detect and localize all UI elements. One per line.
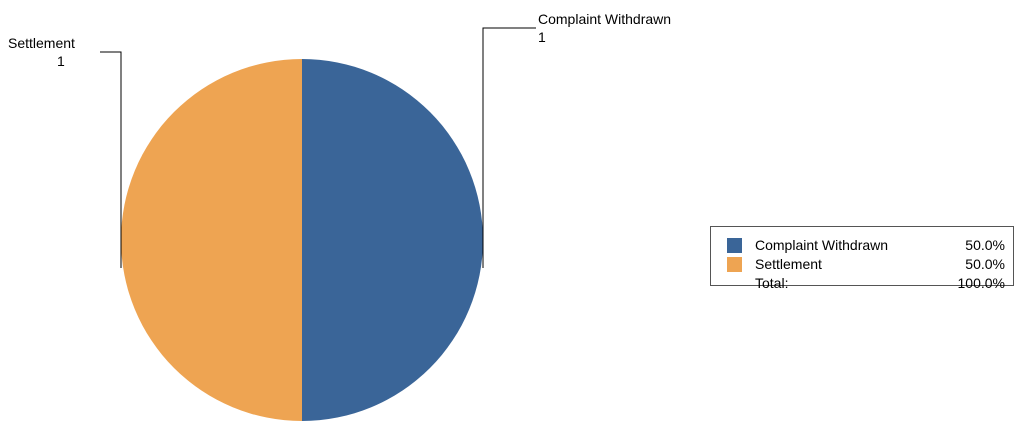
slice-label-settlement-value: 1 bbox=[57, 53, 65, 69]
leader-line-settlement bbox=[100, 51, 122, 268]
legend-percent: 50.0% bbox=[965, 237, 1005, 253]
pie-slice-complaint-withdrawn bbox=[302, 59, 483, 421]
legend-percent: 50.0% bbox=[965, 256, 1005, 272]
legend-item-complaint-withdrawn: Complaint Withdrawn 50.0% bbox=[711, 236, 1013, 255]
pie-slices bbox=[121, 59, 483, 421]
leader-line-complaint-withdrawn bbox=[482, 27, 536, 268]
slice-label-complaint-withdrawn-value: 1 bbox=[538, 29, 546, 45]
legend-swatch-settlement bbox=[727, 257, 742, 272]
legend-swatch-complaint-withdrawn bbox=[727, 238, 742, 253]
legend-total-percent: 100.0% bbox=[957, 275, 1005, 291]
legend-label: Settlement bbox=[755, 256, 822, 272]
legend-label: Complaint Withdrawn bbox=[755, 237, 889, 253]
legend-total: Total: 100.0% bbox=[711, 274, 1013, 293]
slice-label-settlement-name: Settlement bbox=[8, 35, 75, 51]
legend-total-label: Total: bbox=[755, 275, 789, 291]
pie-slice-settlement bbox=[121, 59, 302, 421]
leader-lines bbox=[100, 27, 536, 268]
slice-label-complaint-withdrawn-name: Complaint Withdrawn bbox=[538, 11, 671, 27]
legend: Complaint Withdrawn 50.0% Settlement 50.… bbox=[710, 226, 1014, 291]
legend-item-settlement: Settlement 50.0% bbox=[711, 255, 1013, 274]
